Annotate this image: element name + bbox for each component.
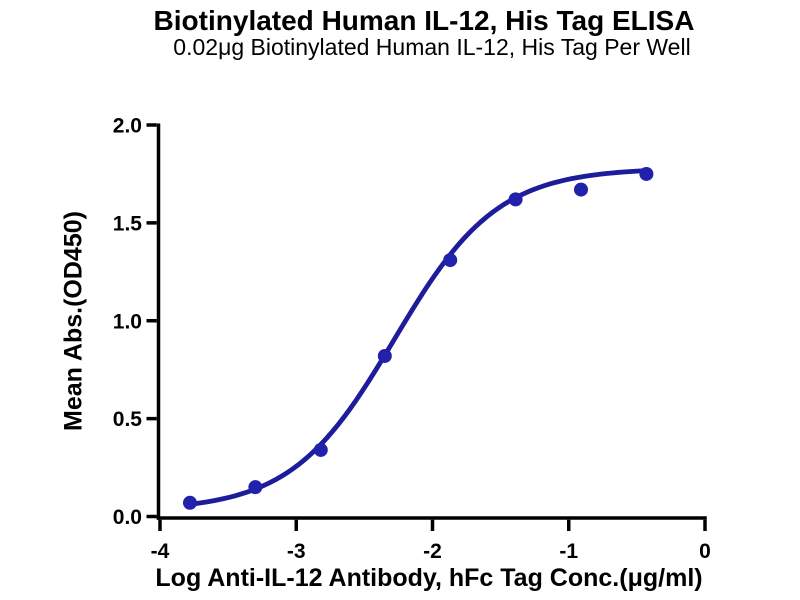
data-point bbox=[574, 182, 589, 197]
y-tick-label: 1.5 bbox=[113, 212, 143, 235]
y-tick-label: 0.0 bbox=[113, 506, 142, 529]
data-point bbox=[248, 480, 263, 495]
x-tick-label: -3 bbox=[287, 540, 306, 563]
x-tick-label: -4 bbox=[151, 540, 170, 563]
chart-subtitle: 0.02μg Biotinylated Human IL-12, His Tag… bbox=[173, 34, 691, 60]
x-tick-label: -1 bbox=[559, 540, 578, 563]
chart-title: Biotinylated Human IL-12, His Tag ELISA bbox=[153, 5, 695, 36]
y-tick-label: 2.0 bbox=[113, 115, 142, 138]
data-point bbox=[377, 348, 392, 363]
data-point bbox=[443, 253, 458, 268]
data-point bbox=[639, 166, 654, 181]
x-tick-label: 0 bbox=[699, 540, 711, 563]
x-tick-label: -2 bbox=[423, 540, 442, 563]
data-point bbox=[508, 192, 523, 207]
data-point bbox=[182, 495, 197, 510]
x-axis-label: Log Anti-IL-12 Antibody, hFc Tag Conc.(μ… bbox=[155, 564, 703, 592]
data-point bbox=[313, 442, 328, 457]
y-tick-label: 0.5 bbox=[113, 408, 143, 431]
y-tick-label: 1.0 bbox=[113, 310, 142, 333]
fit-curve bbox=[187, 168, 649, 507]
